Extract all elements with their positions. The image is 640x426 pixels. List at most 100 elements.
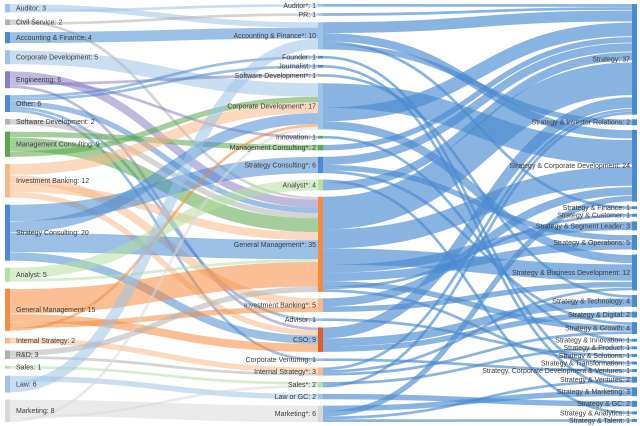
- flow-link: [9, 50, 319, 97]
- node-bar[interactable]: [5, 399, 10, 422]
- node-bar[interactable]: [632, 411, 637, 415]
- node-bar[interactable]: [5, 71, 10, 89]
- node-label: Strategy & Marketing: 3: [557, 389, 630, 396]
- node-label: Strategy & Corporate Development: 24: [509, 163, 630, 170]
- node-bar[interactable]: [632, 4, 637, 115]
- node-bar[interactable]: [632, 311, 637, 318]
- node-bar[interactable]: [318, 196, 323, 292]
- node-bar[interactable]: [5, 50, 10, 65]
- node-bar[interactable]: [318, 64, 323, 68]
- node-bar[interactable]: [318, 135, 323, 139]
- node-bar[interactable]: [632, 353, 637, 357]
- node-label: Engineering: 6: [16, 77, 61, 84]
- node-bar[interactable]: [632, 254, 637, 291]
- flow-link: [322, 195, 633, 417]
- node-bar[interactable]: [632, 419, 637, 422]
- node-label: Software Development*: 1: [235, 73, 316, 80]
- node-bar[interactable]: [318, 22, 323, 50]
- node-label: Law: 6: [16, 382, 37, 389]
- flow-link: [322, 298, 633, 347]
- node-bar[interactable]: [5, 350, 10, 359]
- node-bar[interactable]: [5, 204, 10, 261]
- node-bar[interactable]: [5, 32, 10, 44]
- node-label: Corporate Venturing: 1: [246, 357, 317, 364]
- node-label: Strategy, Corporate Development & Ventur…: [482, 368, 630, 375]
- node-bar[interactable]: [318, 393, 323, 400]
- node-label: R&D: 3: [16, 352, 39, 359]
- node-bar[interactable]: [5, 267, 10, 282]
- node-bar[interactable]: [632, 346, 637, 350]
- links-layer: [9, 3, 633, 422]
- node-bar[interactable]: [632, 221, 637, 231]
- node-label: Strategy & Segment Leader: 3: [536, 223, 630, 230]
- node-bar[interactable]: [318, 179, 323, 191]
- node-bar[interactable]: [5, 337, 10, 344]
- node-label: Strategy & Analytics: 1: [560, 410, 630, 417]
- node-bar[interactable]: [5, 131, 10, 157]
- flow-link: [322, 97, 633, 339]
- node-label: Other: 6: [16, 101, 41, 108]
- flow-link: [9, 232, 319, 260]
- node-bar[interactable]: [5, 163, 10, 198]
- node-bar[interactable]: [5, 375, 10, 393]
- node-bar[interactable]: [318, 83, 323, 130]
- node-label: Accounting & Finance: 4: [16, 35, 92, 42]
- node-label: Corporate Development*: 17: [227, 104, 316, 111]
- node-bar[interactable]: [632, 376, 637, 383]
- labels-layer: Auditor: 3 Civil Service: 2 Accounting & F…: [16, 3, 630, 425]
- flow-link: [9, 64, 319, 101]
- node-bar[interactable]: [318, 298, 323, 312]
- flow-link: [9, 375, 319, 400]
- flow-link: [9, 337, 319, 373]
- node-label: Software Development: 2: [16, 119, 95, 126]
- node-bar[interactable]: [632, 387, 637, 397]
- node-bar[interactable]: [318, 405, 323, 422]
- node-bar[interactable]: [5, 288, 10, 331]
- node-bar[interactable]: [632, 338, 637, 342]
- node-bar[interactable]: [318, 55, 323, 59]
- node-bar[interactable]: [5, 118, 10, 125]
- node-bar[interactable]: [5, 4, 10, 13]
- node-bar[interactable]: [632, 322, 637, 335]
- flow-link: [9, 4, 319, 28]
- node-bar[interactable]: [5, 95, 10, 112]
- node-label: Strategy Consulting*: 6: [244, 162, 316, 169]
- flow-link: [322, 121, 633, 264]
- node-bar[interactable]: [318, 156, 323, 174]
- node-bar[interactable]: [5, 365, 10, 369]
- flow-link: [9, 126, 319, 422]
- node-bar[interactable]: [318, 382, 323, 388]
- node-bar[interactable]: [318, 144, 323, 151]
- node-bar[interactable]: [318, 358, 323, 362]
- node-bar[interactable]: [632, 213, 637, 217]
- flow-link: [9, 13, 319, 25]
- node-label: Strategy & Investor Relations: 2: [532, 120, 631, 127]
- node-label: Strategy & Ventures: 2: [560, 377, 630, 384]
- node-bar[interactable]: [632, 361, 637, 365]
- node-bar[interactable]: [632, 400, 637, 407]
- node-bar[interactable]: [5, 19, 10, 26]
- node-bar[interactable]: [632, 369, 637, 373]
- node-label: General Management*: 35: [234, 242, 316, 249]
- node-bar[interactable]: [632, 295, 637, 307]
- node-bar[interactable]: [318, 4, 323, 7]
- node-label: Advisor: 1: [285, 317, 316, 324]
- flow-link: [9, 356, 319, 376]
- node-bar[interactable]: [318, 327, 323, 352]
- node-bar[interactable]: [318, 318, 323, 322]
- node-label: Auditor: 3: [16, 6, 46, 13]
- flow-link: [322, 62, 633, 230]
- node-bar[interactable]: [318, 367, 323, 376]
- node-label: Strategy & Innovation: 1: [555, 338, 630, 345]
- node-bar[interactable]: [632, 206, 637, 210]
- node-bar[interactable]: [318, 13, 323, 16]
- node-bar[interactable]: [632, 129, 637, 202]
- node-bar[interactable]: [632, 234, 637, 250]
- node-bar[interactable]: [632, 119, 637, 126]
- node-label: Sales: 1: [16, 365, 41, 372]
- node-label: Investment Banking*: 5: [244, 303, 316, 310]
- node-label: Strategy & GC: 2: [577, 401, 630, 408]
- node-bar[interactable]: [318, 74, 323, 77]
- node-label: Strategy & Product: 1: [563, 345, 630, 352]
